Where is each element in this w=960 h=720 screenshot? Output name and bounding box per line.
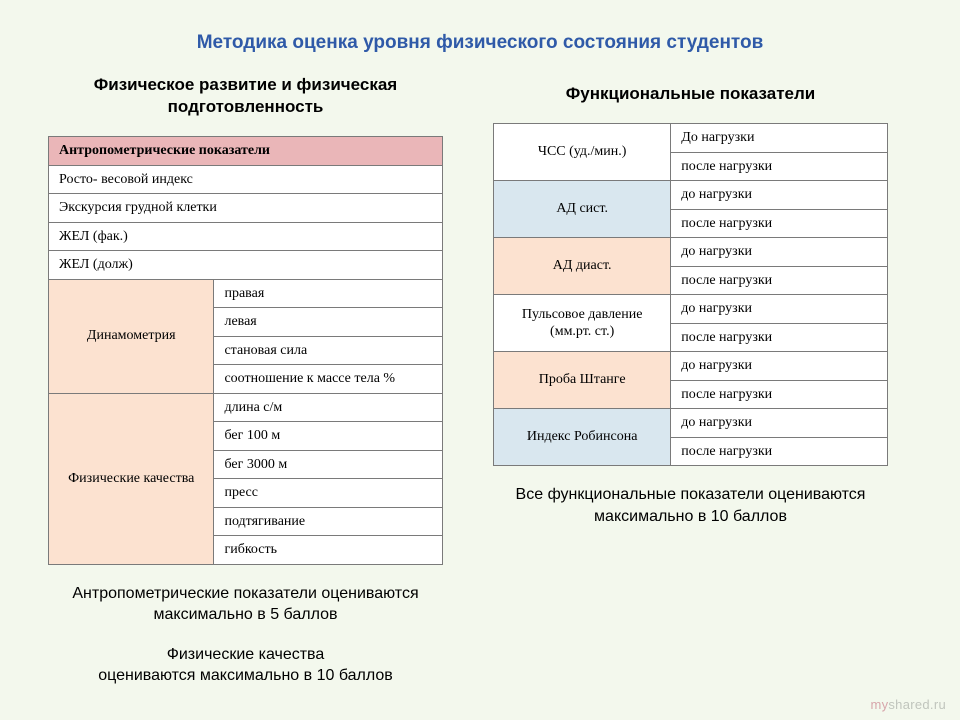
left-subtitle: Физическое развитие и физическая подгото… (48, 74, 443, 118)
right-label-cell: Пульсовое давление (мм.рт. ст.) (494, 295, 671, 352)
phys-row: Физические качества длина с/м (49, 393, 443, 422)
right-value-cell: после нагрузки (671, 152, 888, 181)
columns-container: Физическое развитие и физическая подгото… (48, 74, 912, 687)
right-value-cell: после нагрузки (671, 209, 888, 238)
right-value-cell: после нагрузки (671, 437, 888, 466)
main-title: Методика оценка уровня физического состо… (48, 32, 912, 54)
phys-item-cell: гибкость (214, 536, 443, 565)
left-simple-row: ЖЕЛ (фак.) (49, 222, 443, 251)
dyn-item-cell: правая (214, 279, 443, 308)
phys-label-cell: Физические качества (49, 393, 214, 564)
right-value-cell: до нагрузки (671, 181, 888, 210)
right-value-cell: до нагрузки (671, 295, 888, 324)
right-label-cell: ЧСС (уд./мин.) (494, 124, 671, 181)
left-simple-cell: ЖЕЛ (фак.) (49, 222, 443, 251)
right-subtitle: Функциональные показатели (493, 83, 888, 105)
left-simple-cell: Экскурсия грудной клетки (49, 194, 443, 223)
left-header-cell: Антропометрические показатели (49, 137, 443, 166)
phys-item-cell: пресс (214, 479, 443, 508)
watermark-prefix: my (870, 697, 888, 712)
right-label-cell: АД диаст. (494, 238, 671, 295)
phys-item-cell: подтягивание (214, 507, 443, 536)
left-simple-row: Экскурсия грудной клетки (49, 194, 443, 223)
dyn-item-cell: левая (214, 308, 443, 337)
right-value-cell: после нагрузки (671, 323, 888, 352)
dyn-item-cell: становая сила (214, 336, 443, 365)
left-simple-cell: Росто- весовой индекс (49, 165, 443, 194)
dyn-row: Динамометрия правая (49, 279, 443, 308)
left-table: Антропометрические показатели Росто- вес… (48, 136, 443, 565)
left-simple-row: ЖЕЛ (долж) (49, 251, 443, 280)
phys-item-cell: длина с/м (214, 393, 443, 422)
watermark: myshared.ru (870, 697, 946, 712)
watermark-suffix: shared.ru (888, 697, 946, 712)
right-row: Индекс Робинсона до нагрузки (494, 409, 888, 438)
left-simple-row: Росто- весовой индекс (49, 165, 443, 194)
right-value-cell: после нагрузки (671, 380, 888, 409)
right-label-cell: Индекс Робинсона (494, 409, 671, 466)
right-value-cell: до нагрузки (671, 409, 888, 438)
right-row: АД сист. до нагрузки (494, 181, 888, 210)
phys-item-cell: бег 3000 м (214, 450, 443, 479)
right-value-cell: до нагрузки (671, 238, 888, 267)
phys-item-cell: бег 100 м (214, 422, 443, 451)
right-row: Пульсовое давление (мм.рт. ст.) до нагру… (494, 295, 888, 324)
right-value-cell: до нагрузки (671, 352, 888, 381)
left-note-1: Антропометрические показатели оцениваютс… (48, 583, 443, 626)
right-label-cell: АД сист. (494, 181, 671, 238)
dyn-label-cell: Динамометрия (49, 279, 214, 393)
right-label-cell: Проба Штанге (494, 352, 671, 409)
left-header-row: Антропометрические показатели (49, 137, 443, 166)
right-note: Все функциональные показатели оцениваютс… (493, 484, 888, 527)
right-row: АД диаст. до нагрузки (494, 238, 888, 267)
right-row: Проба Штанге до нагрузки (494, 352, 888, 381)
right-value-cell: после нагрузки (671, 266, 888, 295)
right-table: ЧСС (уд./мин.) До нагрузки после нагрузк… (493, 123, 888, 466)
right-value-cell: До нагрузки (671, 124, 888, 153)
right-column: Функциональные показатели ЧСС (уд./мин.)… (493, 74, 888, 687)
right-row: ЧСС (уд./мин.) До нагрузки (494, 124, 888, 153)
slide-page: Методика оценка уровня физического состо… (0, 0, 960, 720)
left-simple-cell: ЖЕЛ (долж) (49, 251, 443, 280)
left-note-2: Физические качества оцениваются максимал… (48, 644, 443, 687)
dyn-item-cell: соотношение к массе тела % (214, 365, 443, 394)
left-column: Физическое развитие и физическая подгото… (48, 74, 443, 687)
